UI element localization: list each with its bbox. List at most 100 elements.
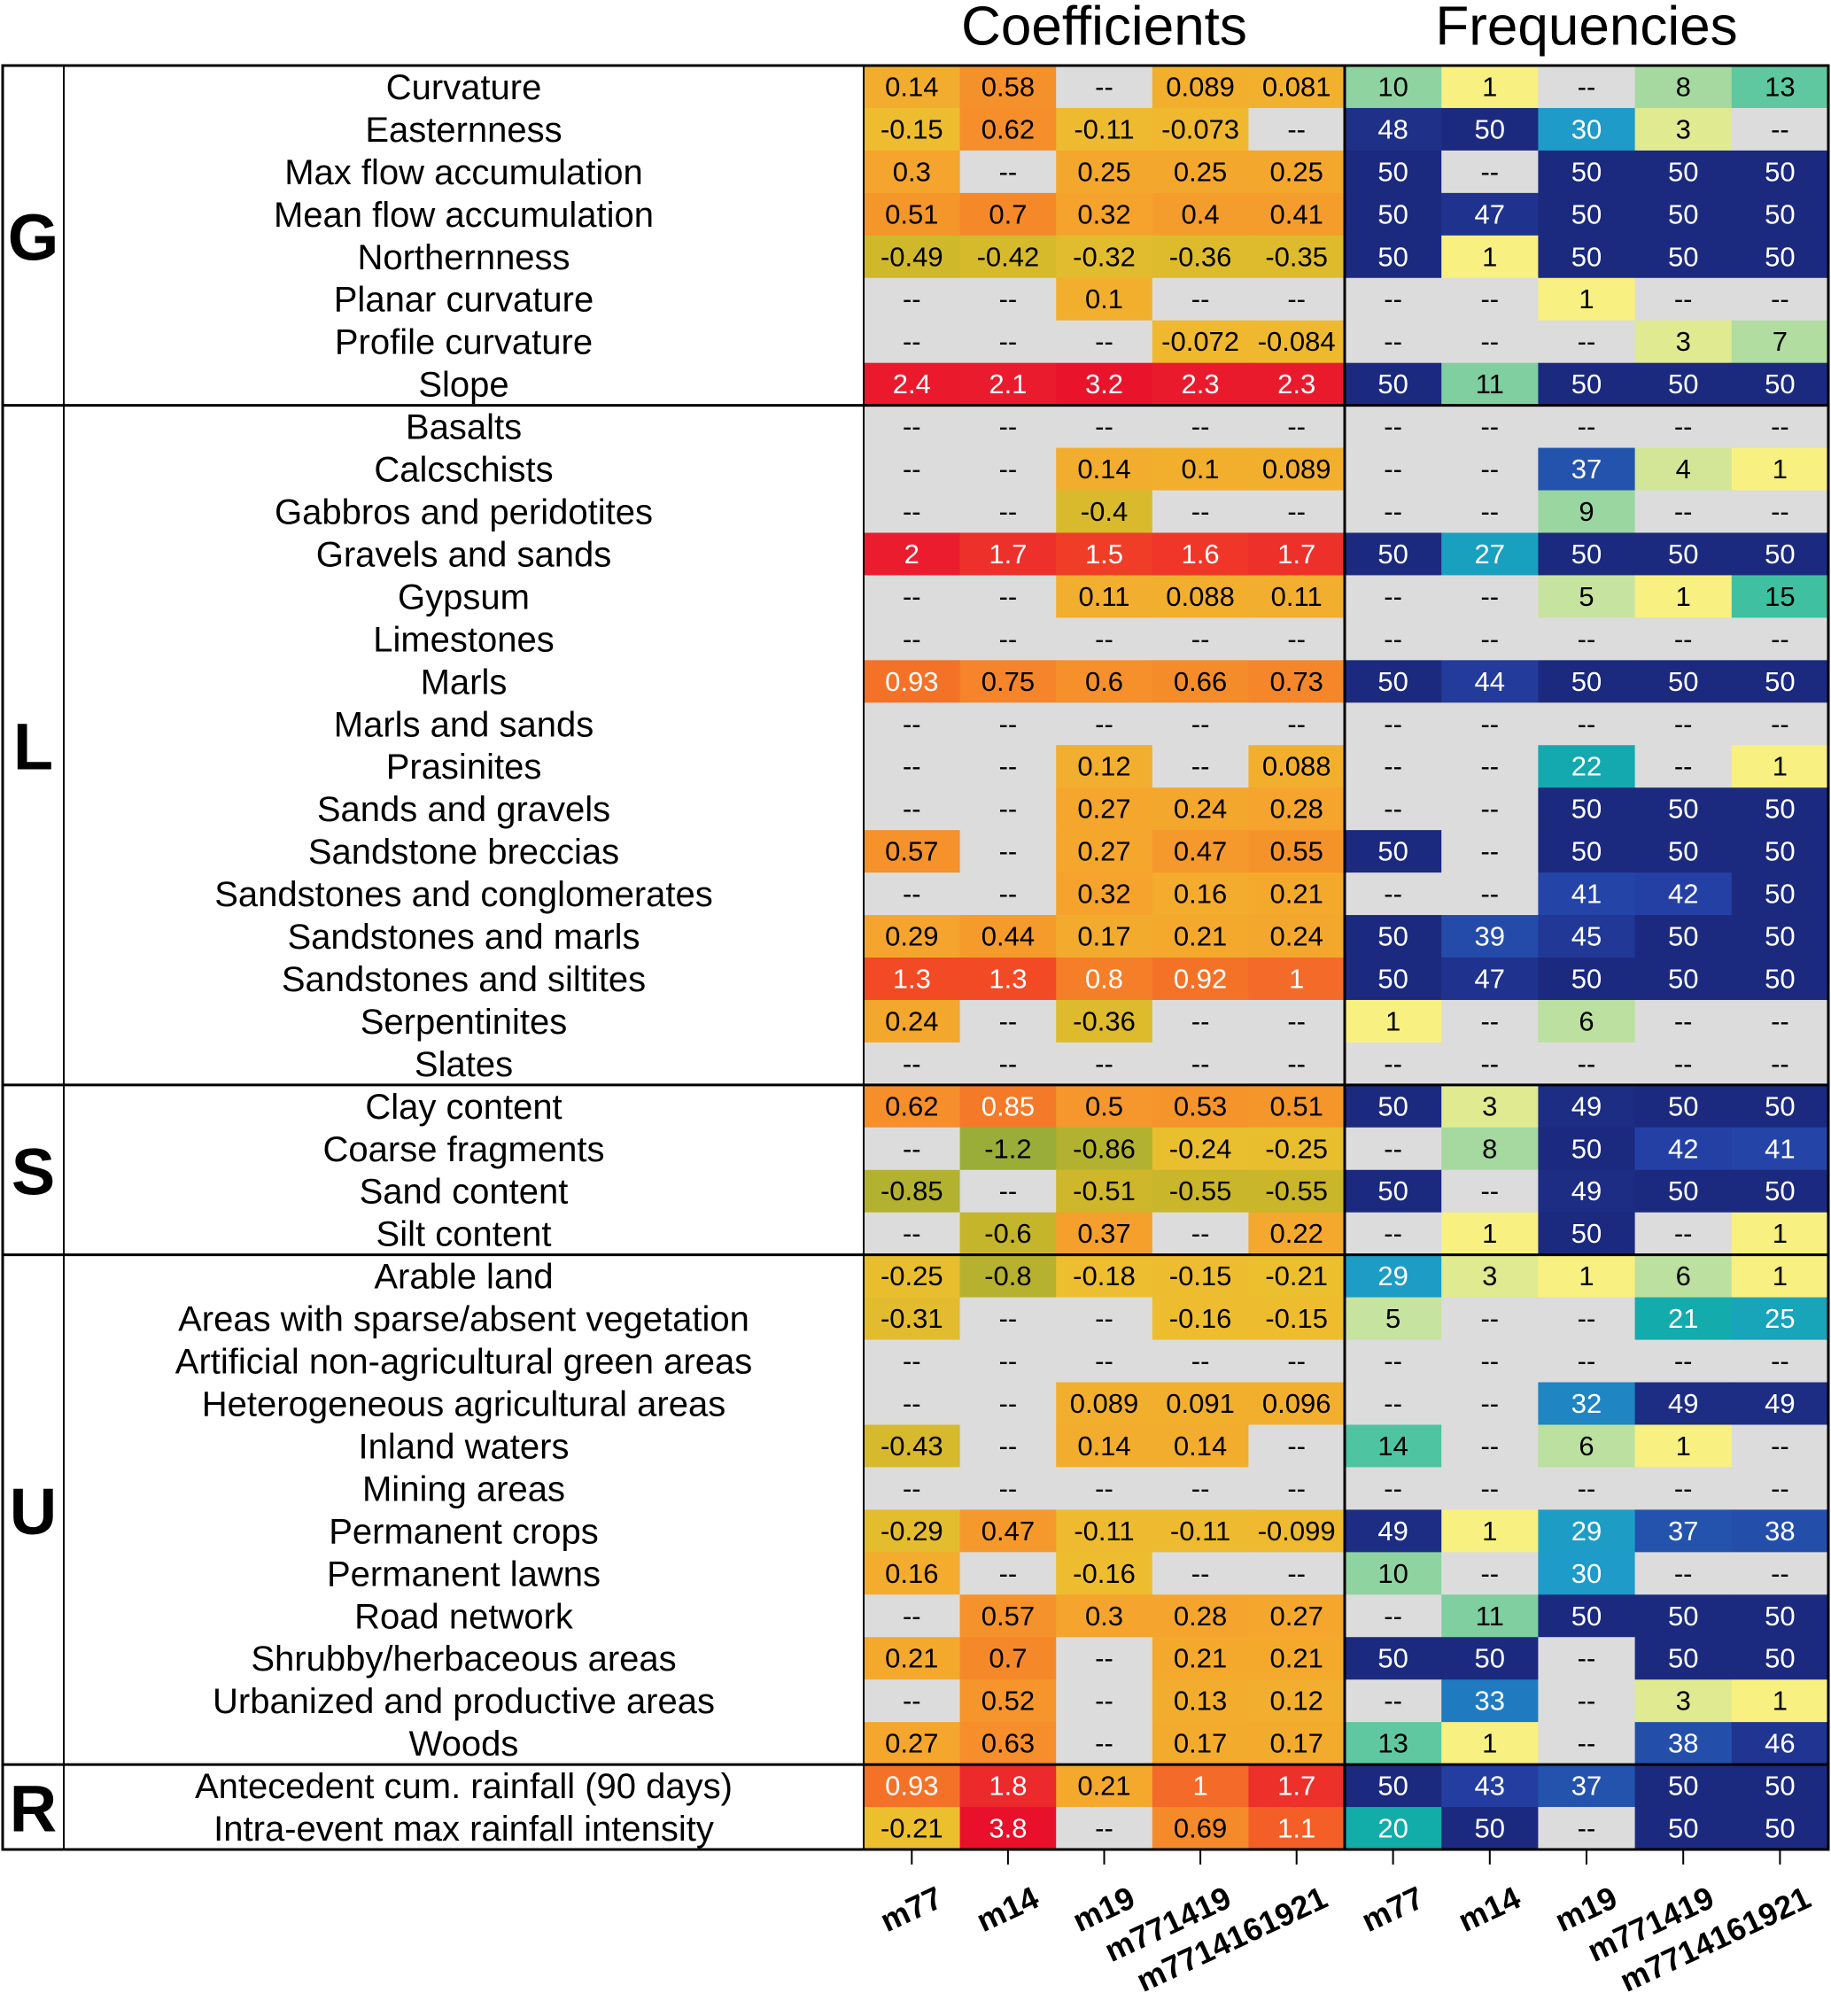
cell-label: --: [1480, 794, 1499, 825]
heat-cell: [1056, 1382, 1153, 1426]
empty-cell: [1345, 1212, 1442, 1256]
cell-label: -0.15: [881, 113, 943, 144]
cell-label: -0.11: [1074, 113, 1134, 144]
empty-cell: [864, 1127, 961, 1171]
heat-cell: [864, 107, 961, 151]
empty-cell: [1152, 1467, 1249, 1510]
cell-label: 0.12: [1077, 751, 1130, 782]
cell-label: --: [1287, 1345, 1306, 1376]
cell-label: --: [1771, 1048, 1789, 1079]
cell-label: -0.55: [1265, 1175, 1328, 1206]
heat-cell: [1345, 1637, 1442, 1680]
heat-cell: [959, 915, 1057, 958]
cell-label: --: [903, 581, 921, 612]
heat-cell: [864, 660, 961, 703]
row-label: Road network: [354, 1597, 574, 1636]
cell-label: 42: [1668, 1133, 1698, 1164]
cell-label: --: [999, 751, 1018, 782]
cell-label: --: [1480, 1388, 1499, 1419]
cell-label: --: [1480, 581, 1499, 612]
empty-cell: [1248, 107, 1346, 151]
heat-cell: [1731, 1254, 1829, 1299]
empty-cell: [959, 1424, 1057, 1469]
heat-cell: [1056, 1127, 1153, 1171]
cell-label: --: [1287, 1005, 1306, 1036]
empty-cell: [1538, 617, 1636, 661]
cell-label: 14: [1377, 1431, 1408, 1462]
cell-label: --: [1578, 1686, 1596, 1717]
cell-label: --: [1480, 496, 1499, 527]
cell-label: 50: [1765, 1771, 1795, 1802]
cell-label: 0.21: [1077, 1771, 1130, 1802]
cell-label: --: [1480, 1473, 1499, 1504]
cell-label: --: [999, 1473, 1018, 1504]
heat-cell: [1538, 1254, 1636, 1299]
cell-label: --: [1384, 1686, 1402, 1717]
cell-label: 0.41: [1270, 198, 1323, 229]
cell-label: 50: [1668, 241, 1698, 272]
cell-label: 1: [1482, 1516, 1497, 1547]
cell-label: --: [1480, 751, 1499, 782]
heat-cell: [1634, 1509, 1733, 1553]
cell-label: --: [1771, 1558, 1789, 1589]
heat-cell: [1345, 1169, 1442, 1213]
heat-cell: [1634, 1084, 1733, 1128]
cell-label: 0.3: [1085, 1601, 1123, 1632]
cell-label: 0.29: [885, 921, 938, 952]
cell-label: 50: [1377, 666, 1408, 697]
cell-label: --: [903, 1048, 921, 1079]
heat-cell: [1731, 1509, 1829, 1553]
heat-cell: [1152, 150, 1249, 194]
cell-label: 1: [1676, 1431, 1691, 1462]
cell-label: --: [903, 1345, 921, 1376]
empty-cell: [1152, 490, 1249, 534]
cell-label: --: [1674, 496, 1693, 527]
cell-label: --: [999, 1005, 1018, 1036]
cell-label: --: [1674, 751, 1693, 782]
cell-label: 25: [1765, 1303, 1795, 1334]
heat-cell: [1056, 830, 1153, 873]
cell-label: 50: [1571, 1133, 1602, 1164]
heat-cell: [1634, 66, 1733, 109]
cell-label: --: [1191, 1473, 1210, 1504]
empty-cell: [864, 702, 961, 746]
cell-label: --: [1480, 454, 1499, 485]
heat-cell: [1056, 192, 1153, 236]
cell-label: 10: [1377, 1558, 1408, 1589]
cell-label: 0.51: [885, 198, 938, 229]
empty-cell: [1345, 1127, 1442, 1171]
column-label: m77: [874, 1879, 948, 1939]
empty-cell: [864, 490, 961, 534]
heat-cell: [1056, 150, 1153, 194]
heat-cell: [1056, 107, 1153, 151]
empty-cell: [1731, 617, 1829, 661]
heat-cell: [1538, 575, 1636, 618]
cell-label: --: [1480, 879, 1499, 910]
heat-cell: [1634, 320, 1733, 364]
heat-cell: [1248, 532, 1346, 577]
empty-cell: [1248, 617, 1346, 661]
cell-label: --: [1095, 71, 1113, 102]
empty-cell: [959, 150, 1057, 194]
cell-label: 50: [1475, 113, 1505, 144]
heat-cell: [864, 150, 961, 194]
heat-cell: [1248, 235, 1346, 279]
heat-cell: [1248, 1594, 1346, 1638]
empty-cell: [1345, 617, 1442, 661]
cell-label: 0.27: [1077, 794, 1130, 825]
cell-label: 50: [1377, 1643, 1408, 1674]
cell-label: --: [1674, 624, 1693, 655]
cell-label: 1.1: [1277, 1813, 1315, 1844]
cell-label: 50: [1571, 241, 1602, 272]
cell-label: 50: [1571, 198, 1602, 229]
heat-cell: [1056, 235, 1153, 279]
heat-cell: [959, 532, 1057, 577]
heat-cell: [1634, 575, 1733, 618]
cell-label: -0.21: [1265, 1260, 1328, 1291]
empty-cell: [864, 1679, 961, 1723]
cell-label: 50: [1765, 836, 1795, 867]
cell-label: 50: [1377, 836, 1408, 867]
cell-label: -0.18: [1073, 1260, 1136, 1291]
cell-label: --: [999, 326, 1018, 357]
cell-label: 0.27: [885, 1728, 938, 1759]
